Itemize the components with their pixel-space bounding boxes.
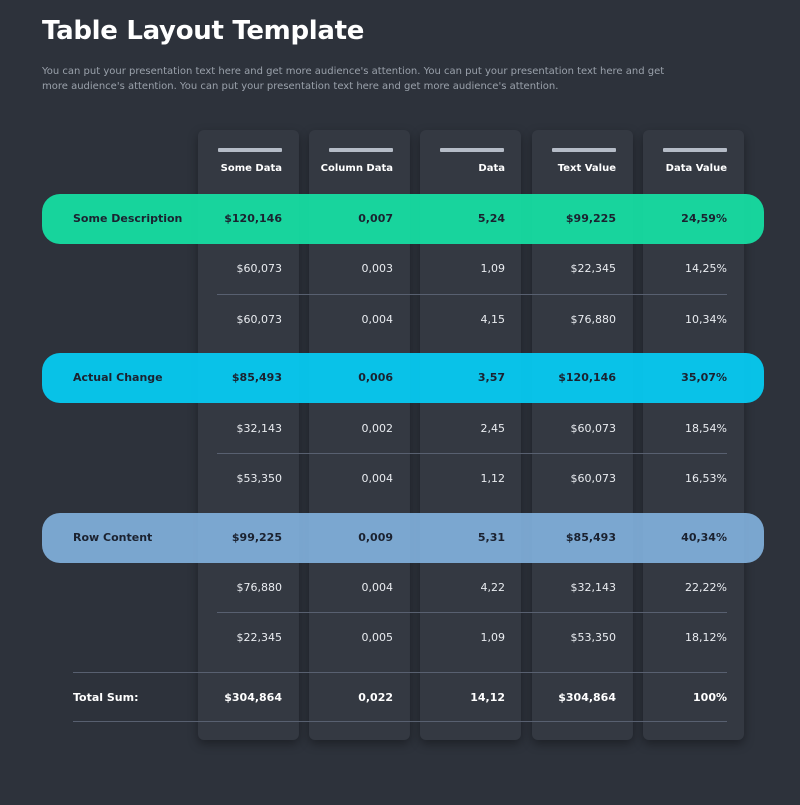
table-cell: $76,880 bbox=[570, 313, 617, 326]
table-cell: 0,009 bbox=[358, 531, 393, 544]
table-cell: 18,54% bbox=[685, 422, 727, 435]
table-cell: $120,146 bbox=[224, 212, 282, 225]
row-separator bbox=[217, 453, 727, 454]
column-header-data: Data bbox=[478, 163, 505, 174]
page-subtitle: You can put your presentation text here … bbox=[42, 66, 665, 92]
table-cell: $76,880 bbox=[236, 581, 283, 594]
row-label: Some Description bbox=[73, 212, 183, 225]
total-separator-top bbox=[73, 672, 727, 673]
row-separator bbox=[217, 612, 727, 613]
row-separator bbox=[217, 294, 727, 295]
table-cell: 14,25% bbox=[685, 262, 727, 275]
page-title: Table Layout Template bbox=[42, 16, 365, 46]
total-label: Total Sum: bbox=[73, 691, 139, 704]
table-cell: 4,22 bbox=[480, 581, 506, 594]
table-cell: $53,350 bbox=[570, 631, 617, 644]
table-cell: $60,073 bbox=[570, 472, 617, 485]
table-cell: 1,09 bbox=[480, 631, 506, 644]
highlight-band-row-content bbox=[42, 513, 764, 563]
table-cell: $120,146 bbox=[558, 371, 616, 384]
row-label: Row Content bbox=[73, 531, 153, 544]
table-cell: 0,007 bbox=[358, 212, 393, 225]
table-cell: $53,350 bbox=[236, 472, 283, 485]
table-cell: $60,073 bbox=[570, 422, 617, 435]
table-cell: 0,004 bbox=[361, 581, 394, 594]
table-cell: 2,45 bbox=[480, 422, 506, 435]
table-cell: 22,22% bbox=[685, 581, 727, 594]
table-cell: 0,003 bbox=[361, 262, 394, 275]
table-cell: $60,073 bbox=[236, 313, 283, 326]
table-cell: 1,12 bbox=[480, 472, 506, 485]
table-cell: $85,493 bbox=[565, 531, 616, 544]
table-cell: 35,07% bbox=[681, 371, 727, 384]
table-cell: $32,143 bbox=[236, 422, 283, 435]
column-header-text-value: Text Value bbox=[557, 163, 616, 174]
table-cell: 0,005 bbox=[361, 631, 394, 644]
table-cell: 0,004 bbox=[361, 472, 394, 485]
table-cell: 40,34% bbox=[681, 531, 727, 544]
table-cell: $60,073 bbox=[236, 262, 283, 275]
column-header-bar bbox=[218, 148, 282, 152]
table-cell: 5,31 bbox=[477, 531, 505, 544]
table-cell: 24,59% bbox=[681, 212, 727, 225]
table-cell: $85,493 bbox=[231, 371, 282, 384]
table-cell: 10,34% bbox=[685, 313, 727, 326]
column-header-bar bbox=[440, 148, 504, 152]
total-cell: 0,022 bbox=[358, 691, 393, 704]
table-cell: $22,345 bbox=[570, 262, 617, 275]
table-cell: 0,006 bbox=[358, 371, 393, 384]
total-separator-bottom bbox=[73, 721, 727, 722]
table-cell: $99,225 bbox=[565, 212, 616, 225]
highlight-band-actual-change bbox=[42, 353, 764, 403]
table-cell: 1,09 bbox=[480, 262, 506, 275]
total-cell: $304,864 bbox=[224, 691, 282, 704]
table-cell: 0,004 bbox=[361, 313, 394, 326]
table-cell: $99,225 bbox=[231, 531, 282, 544]
column-header-bar bbox=[552, 148, 616, 152]
table-cell: 0,002 bbox=[361, 422, 394, 435]
total-cell: $304,864 bbox=[558, 691, 616, 704]
highlight-band-some-description bbox=[42, 194, 764, 244]
table-cell: 16,53% bbox=[685, 472, 727, 485]
total-cell: 100% bbox=[693, 691, 727, 704]
table-cell: 18,12% bbox=[685, 631, 727, 644]
column-header-some-data: Some Data bbox=[220, 163, 282, 174]
table-cell: $22,345 bbox=[236, 631, 283, 644]
table-cell: 3,57 bbox=[477, 371, 505, 384]
table-cell: 4,15 bbox=[480, 313, 506, 326]
column-header-bar bbox=[663, 148, 727, 152]
column-header-bar bbox=[329, 148, 393, 152]
row-label: Actual Change bbox=[73, 371, 163, 384]
table-cell: $32,143 bbox=[570, 581, 617, 594]
column-header-data-value: Data Value bbox=[665, 163, 727, 174]
total-cell: 14,12 bbox=[470, 691, 505, 704]
table-cell: 5,24 bbox=[477, 212, 505, 225]
column-header-column-data: Column Data bbox=[320, 163, 393, 174]
